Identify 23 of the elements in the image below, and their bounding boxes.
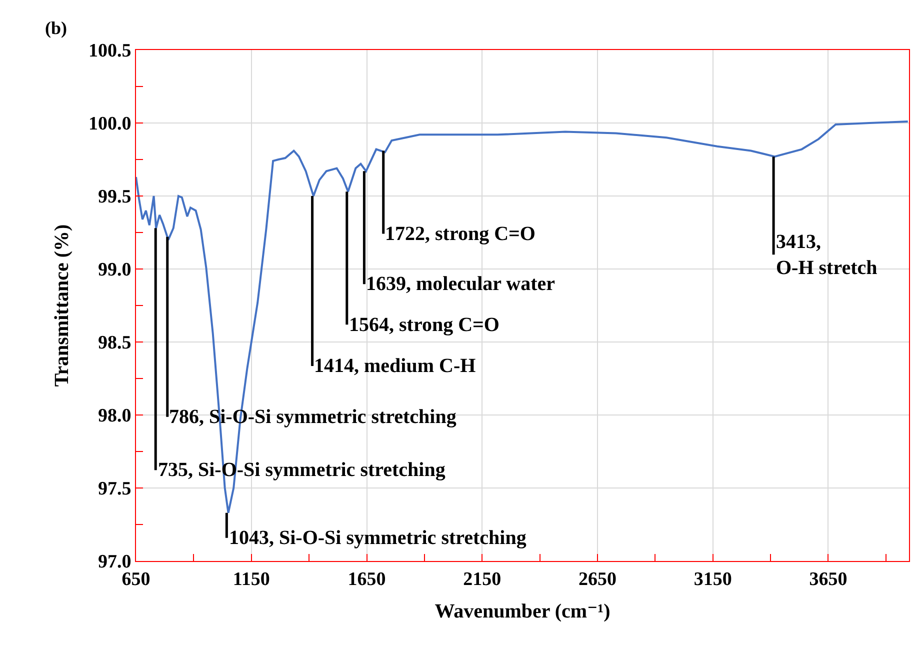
y-tick-label: 99.0 [98, 260, 132, 281]
x-tick-label: 2650 [578, 568, 616, 590]
x-tick-label: 1650 [348, 568, 386, 590]
x-tick-label: 1150 [232, 568, 270, 590]
annotation: 1043, Si-O-Si symmetric stretching [229, 527, 526, 549]
text: (b) [45, 18, 68, 38]
line-series [136, 120, 909, 514]
y-tick-label: 100.5 [88, 40, 132, 62]
annotation: 1414, medium C-H [314, 355, 476, 377]
y-tick-label: 98.5 [98, 332, 132, 354]
y-tick-label: 98.0 [98, 406, 132, 427]
y-axis-title: Transmittance (%) [50, 224, 73, 387]
x-tick-label: 3150 [694, 568, 732, 590]
x-tick-label: 3650 [809, 568, 848, 590]
annotation: 1639, molecular water [366, 273, 556, 295]
annotation: 1564, strong C=O [349, 314, 500, 336]
x-tick-label: 2150 [463, 568, 502, 590]
y-tick-label: 100.0 [88, 114, 132, 135]
annotation: 1722, strong C=O [385, 223, 536, 245]
y-tick-label: 99.5 [98, 186, 132, 208]
annotation: 3413, O-H stretch [776, 231, 878, 279]
y-tick-label: 97.5 [98, 478, 132, 500]
x-axis-title: Wavenumber (cm⁻¹) [434, 600, 610, 622]
